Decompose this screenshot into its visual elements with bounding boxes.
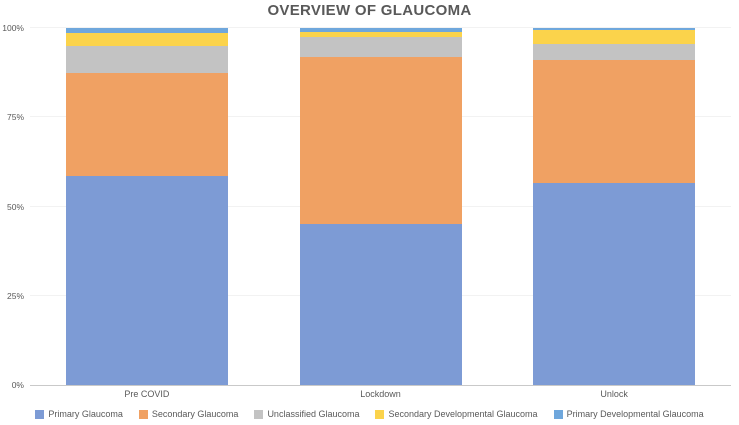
y-axis-tick-label: 75%	[6, 112, 24, 123]
chart-title: OVERVIEW OF GLAUCOMA	[267, 2, 472, 19]
y-axis-tick-label: 50%	[6, 201, 24, 212]
y-axis-tick-label: 100%	[2, 23, 24, 33]
bar-segment-unclassified-glaucoma	[533, 44, 696, 61]
bar-segment-secondary-developmental-glaucoma	[533, 29, 696, 45]
bar-slot	[497, 28, 731, 385]
legend-item: Primary Glaucoma	[35, 409, 123, 419]
legend-label: Primary Glaucoma	[48, 409, 123, 419]
bar-segment-secondary-developmental-glaucoma	[299, 31, 462, 37]
bar-slot	[30, 28, 264, 385]
legend-swatch-icon	[138, 409, 148, 419]
x-axis-labels: Pre COVID Lockdown Unlock	[30, 389, 731, 399]
bar-segment-primary-glaucoma	[533, 183, 696, 385]
plot-area	[30, 27, 731, 386]
bar-slot	[264, 28, 498, 385]
bar-segment-secondary-glaucoma	[533, 60, 696, 184]
bar-segment-secondary-glaucoma	[65, 72, 228, 177]
legend-swatch-icon	[254, 409, 264, 419]
bar-segment-secondary-developmental-glaucoma	[65, 33, 228, 46]
y-axis: 0% 25% 50% 75% 100%	[0, 23, 26, 390]
x-axis-label: Unlock	[600, 389, 628, 399]
bar-segment-primary-developmental-glaucoma	[533, 28, 696, 30]
legend-item: Unclassified Glaucoma	[254, 409, 359, 419]
stacked-bar-unlock	[533, 28, 696, 385]
bar-segment-unclassified-glaucoma	[65, 45, 228, 73]
y-axis-tick-label: 0%	[11, 380, 24, 390]
legend-swatch-icon	[375, 409, 385, 419]
legend-label: Secondary Developmental Glaucoma	[388, 409, 538, 419]
bar-segment-primary-glaucoma	[65, 176, 228, 385]
x-axis-label: Lockdown	[360, 389, 401, 399]
legend-label: Primary Developmental Glaucoma	[566, 409, 704, 419]
legend-swatch-icon	[553, 409, 563, 419]
bar-segment-primary-glaucoma	[299, 224, 462, 385]
y-axis-tick-label: 25%	[6, 290, 24, 301]
bar-segment-primary-developmental-glaucoma	[299, 28, 462, 32]
legend-item: Secondary Developmental Glaucoma	[375, 409, 538, 419]
gridline	[30, 27, 731, 28]
legend-swatch-icon	[35, 409, 45, 419]
bar-segment-unclassified-glaucoma	[299, 36, 462, 57]
legend: Primary Glaucoma Secondary Glaucoma Unclas…	[0, 409, 739, 419]
stacked-bar-lockdown	[299, 28, 462, 385]
bar-segment-primary-developmental-glaucoma	[65, 28, 228, 34]
legend-label: Secondary Glaucoma	[151, 409, 239, 419]
stacked-bar-pre-covid	[65, 28, 228, 385]
legend-label: Unclassified Glaucoma	[267, 409, 360, 419]
legend-item: Secondary Glaucoma	[138, 409, 239, 419]
legend-item: Primary Developmental Glaucoma	[553, 409, 704, 419]
x-axis-label: Pre COVID	[124, 389, 170, 399]
bar-segment-secondary-glaucoma	[299, 56, 462, 225]
